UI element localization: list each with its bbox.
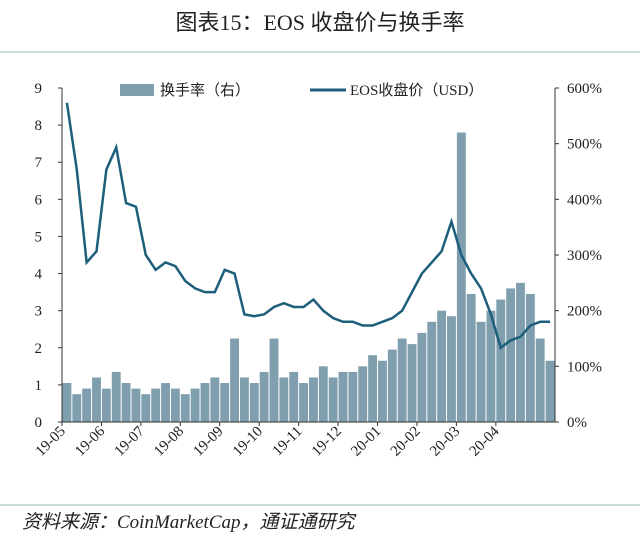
legend-swatch [120, 84, 154, 96]
line [65, 102, 551, 350]
bar [466, 293, 476, 422]
y-tick-label: 9 [35, 81, 43, 97]
y2-tick-label: 200% [567, 304, 602, 320]
bar [368, 355, 378, 422]
bar [407, 344, 417, 422]
bar [269, 338, 279, 422]
bar [131, 388, 141, 422]
x-tick-label: 19-11 [270, 424, 306, 460]
bar [190, 388, 200, 422]
bar [62, 383, 72, 422]
chart-title: 图表15：EOS 收盘价与换手率 [175, 10, 464, 35]
bar [141, 394, 151, 422]
bar [111, 371, 121, 422]
x-tick-label: 19-06 [72, 423, 108, 459]
y-tick-label: 1 [35, 378, 43, 394]
bar [121, 383, 131, 422]
bar [220, 383, 230, 422]
legend-label: EOS收盘价（USD） [350, 81, 483, 99]
bar [101, 388, 111, 422]
y-tick-label: 6 [35, 192, 43, 208]
x-tick-label: 19-12 [309, 424, 345, 460]
bar [516, 282, 525, 422]
bar [299, 383, 309, 422]
x-tick-label: 19-07 [112, 423, 148, 459]
bar [328, 377, 338, 422]
bar [92, 377, 101, 422]
bar [417, 332, 427, 422]
bar [279, 377, 289, 422]
bar [170, 388, 180, 422]
bar [249, 383, 259, 422]
x-tick-label: 20-03 [427, 424, 463, 460]
bar [338, 371, 348, 422]
y-tick-label: 3 [35, 304, 43, 320]
bar [506, 288, 516, 422]
bar [151, 388, 161, 422]
bar [545, 360, 555, 422]
y2-tick-label: 600% [567, 81, 602, 97]
bar [447, 316, 456, 422]
y2-tick-label: 500% [567, 137, 602, 153]
bar [230, 338, 239, 422]
bar [180, 394, 190, 422]
bar [535, 338, 545, 422]
x-tick-label: 20-02 [388, 424, 424, 460]
bar [496, 299, 506, 422]
bar [239, 377, 249, 422]
bar [289, 371, 299, 422]
y2-tick-label: 100% [567, 359, 602, 375]
bar [72, 394, 82, 422]
bar [308, 377, 318, 422]
legend-label: 换手率（右） [160, 82, 250, 99]
y-tick-label: 5 [35, 229, 43, 245]
bar [456, 132, 466, 423]
x-tick-label: 19-08 [151, 424, 187, 460]
bar [525, 293, 535, 422]
bar [358, 366, 368, 422]
bar [259, 371, 269, 422]
y-tick-label: 4 [35, 267, 43, 283]
x-tick-label: 20-01 [348, 424, 384, 460]
bar [476, 321, 486, 422]
x-tick-label: 20-04 [467, 423, 503, 459]
bar [378, 360, 387, 422]
y-tick-label: 2 [35, 341, 43, 357]
y-tick-label: 8 [35, 118, 43, 134]
bar [387, 349, 397, 422]
y2-tick-label: 400% [567, 192, 602, 208]
x-tick-label: 19-09 [191, 424, 227, 460]
y-tick-label: 0 [35, 415, 43, 431]
bar [210, 377, 220, 422]
source: 资料来源：CoinMarketCap，通证通研究 [22, 511, 357, 533]
bar [161, 383, 170, 422]
bar [427, 321, 437, 422]
bar [348, 371, 358, 422]
bar [397, 338, 407, 422]
bar [318, 366, 328, 422]
y2-tick-label: 300% [567, 248, 602, 264]
bar [82, 388, 92, 422]
bar [200, 383, 210, 422]
bar [486, 310, 496, 422]
y-tick-label: 7 [35, 155, 43, 171]
x-tick-label: 19-10 [230, 424, 266, 460]
bar [437, 310, 447, 422]
y2-tick-label: 0% [567, 415, 587, 431]
